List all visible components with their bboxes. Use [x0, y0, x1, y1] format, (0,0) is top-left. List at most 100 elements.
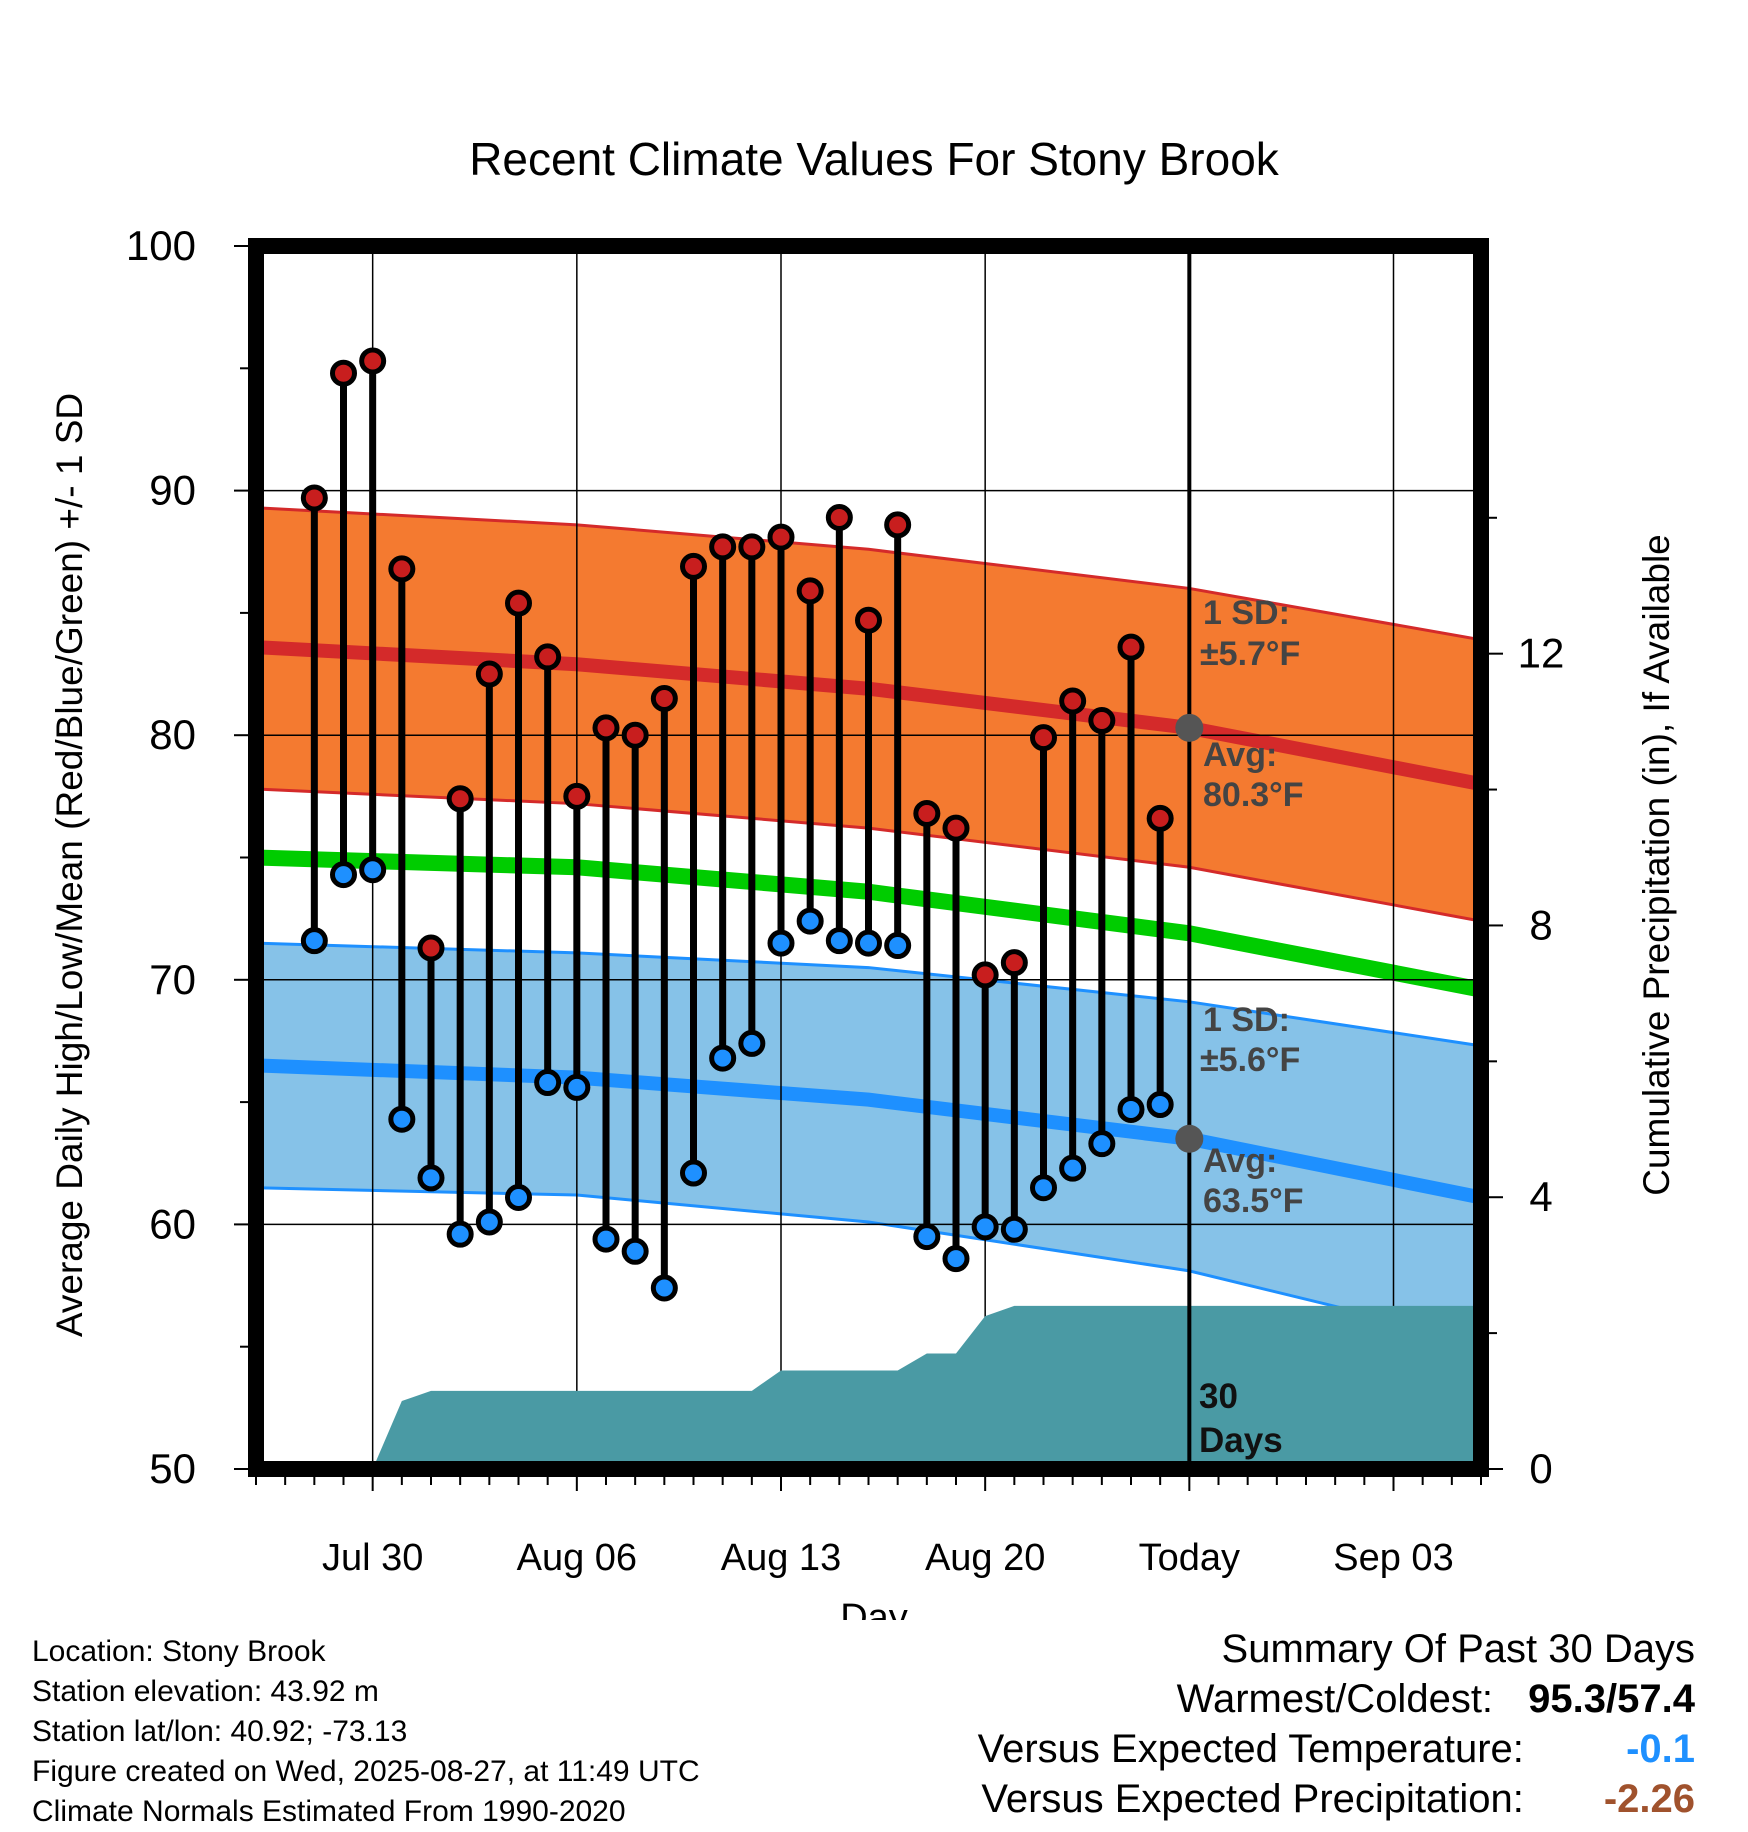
warmest-value: 95.3/57.4: [1528, 1677, 1695, 1721]
y-axis-label: Average Daily High/Low/Mean (Red/Blue/Gr…: [49, 393, 90, 1337]
low-point: [446, 1220, 474, 1248]
temp-row: Versus Expected Temperature: -0.1: [978, 1724, 1695, 1774]
precip-value: -2.26: [1603, 1777, 1695, 1821]
today-normal-high-marker: [1175, 713, 1204, 742]
high-point: [825, 504, 853, 532]
low-point: [1030, 1174, 1057, 1202]
low-sd-band: [256, 943, 1481, 1342]
high-point: [767, 523, 795, 551]
chart-title: Recent Climate Values For Stony Brook: [469, 133, 1280, 185]
low-point: [1088, 1130, 1116, 1158]
low-point: [825, 927, 853, 955]
high-point: [1030, 724, 1057, 752]
high-point: [709, 533, 737, 561]
low-point: [796, 907, 824, 935]
high-point: [592, 714, 620, 742]
x-tick-label: Sep 03: [1333, 1537, 1453, 1579]
high-sd-value: ±5.7°F: [1200, 635, 1300, 673]
location-text: Location: Stony Brook: [32, 1635, 326, 1668]
low-avg-label: Avg:: [1203, 1142, 1277, 1180]
low-point: [475, 1208, 503, 1236]
plot-frame: [248, 238, 1489, 1477]
x-tick-label: Aug 13: [721, 1537, 841, 1579]
low-point: [1146, 1091, 1174, 1119]
x-axis-label: Day: [840, 1597, 908, 1620]
summary-title: Summary Of Past 30 Days: [1221, 1627, 1695, 1671]
high-point: [300, 484, 328, 512]
low-point: [330, 861, 357, 889]
high-point: [942, 814, 970, 842]
today-normal-low-marker: [1175, 1124, 1204, 1153]
low-point: [738, 1029, 766, 1057]
high-point: [738, 533, 766, 561]
low-point: [767, 929, 795, 957]
temp-label: Versus Expected Temperature:: [977, 1727, 1524, 1771]
elevation-text: Station elevation: 43.92 m: [32, 1675, 379, 1708]
high-point: [913, 799, 941, 827]
high-point: [330, 359, 357, 387]
axis-ticks: 50 60 70 80 90 100 0 4 8 12 Jul 30 Aug 06 Aug 13 Aug …: [126, 222, 1564, 1579]
high-sd-label: 1 SD:: [1203, 594, 1290, 632]
high-point: [1059, 687, 1087, 715]
low-sd-value: ±5.6°F: [1200, 1041, 1300, 1079]
low-upper-edge: [255, 941, 1482, 1048]
y-tick-label: 100: [126, 222, 196, 269]
precip-area-layer: [256, 1305, 1481, 1469]
low-point: [417, 1164, 445, 1192]
low-sd-label: 1 SD:: [1203, 1001, 1290, 1039]
x-tick-label: Jul 30: [322, 1537, 423, 1579]
high-point: [505, 589, 532, 617]
created-text: Figure created on Wed, 2025-08-27, at 11…: [32, 1755, 700, 1788]
x-tick-label: Today: [1139, 1537, 1240, 1579]
high-point: [417, 934, 445, 962]
precip-area: [256, 1305, 1481, 1469]
high-avg-label: Avg:: [1203, 736, 1277, 774]
latlon-text: Station lat/lon: 40.92; -73.13: [32, 1715, 408, 1748]
y-tick-label: 90: [149, 467, 196, 514]
y-tick-label: 50: [149, 1445, 196, 1492]
high-point: [563, 782, 591, 810]
y2-tick-label: 12: [1518, 630, 1565, 677]
low-point: [971, 1213, 999, 1241]
high-point: [680, 552, 707, 580]
high-point: [359, 347, 387, 375]
high-point: [650, 685, 678, 713]
precip-days-number: 30: [1199, 1377, 1238, 1416]
high-point: [446, 785, 474, 813]
high-point: [1088, 707, 1116, 735]
low-point: [592, 1225, 620, 1253]
high-point: [971, 961, 999, 989]
precip-row: Versus Expected Precipitation: -2.26: [978, 1774, 1695, 1824]
precip-days-word: Days: [1199, 1421, 1283, 1460]
low-point: [1059, 1154, 1087, 1182]
low-point: [855, 929, 882, 957]
y2-tick-label: 0: [1529, 1445, 1552, 1492]
low-point: [942, 1245, 970, 1273]
precip-label: Versus Expected Precipitation:: [981, 1777, 1524, 1821]
warmest-label: Warmest/Coldest:: [1176, 1677, 1494, 1721]
high-point: [388, 555, 416, 583]
plot-border: [248, 238, 1489, 1477]
high-point: [1000, 949, 1028, 977]
high-point: [1146, 804, 1174, 832]
low-point: [563, 1073, 591, 1101]
low-point: [1117, 1095, 1145, 1123]
high-point: [1117, 633, 1145, 661]
high-point: [855, 606, 882, 634]
x-tick-label: Aug 20: [925, 1537, 1045, 1579]
station-info: Location: Stony Brook Station elevation:…: [32, 1632, 700, 1832]
normal-low-line: [255, 1058, 1483, 1205]
low-point: [621, 1237, 649, 1265]
x-tick-label: Aug 06: [517, 1537, 637, 1579]
low-point: [300, 927, 328, 955]
y2-tick-label: 4: [1529, 1173, 1552, 1220]
normals-text: Climate Normals Estimated From 1990-2020: [32, 1795, 626, 1828]
y-tick-label: 70: [149, 956, 196, 1003]
high-point: [796, 577, 824, 605]
low-point: [680, 1159, 707, 1187]
high-point: [884, 511, 912, 539]
y2-axis-label: Cumulative Precipitation (in), If Availa…: [1636, 534, 1677, 1196]
high-point: [621, 721, 649, 749]
climate-chart: Recent Climate Values For Stony Brook 50…: [49, 133, 1677, 1620]
low-lower-edge: [255, 1186, 1482, 1344]
